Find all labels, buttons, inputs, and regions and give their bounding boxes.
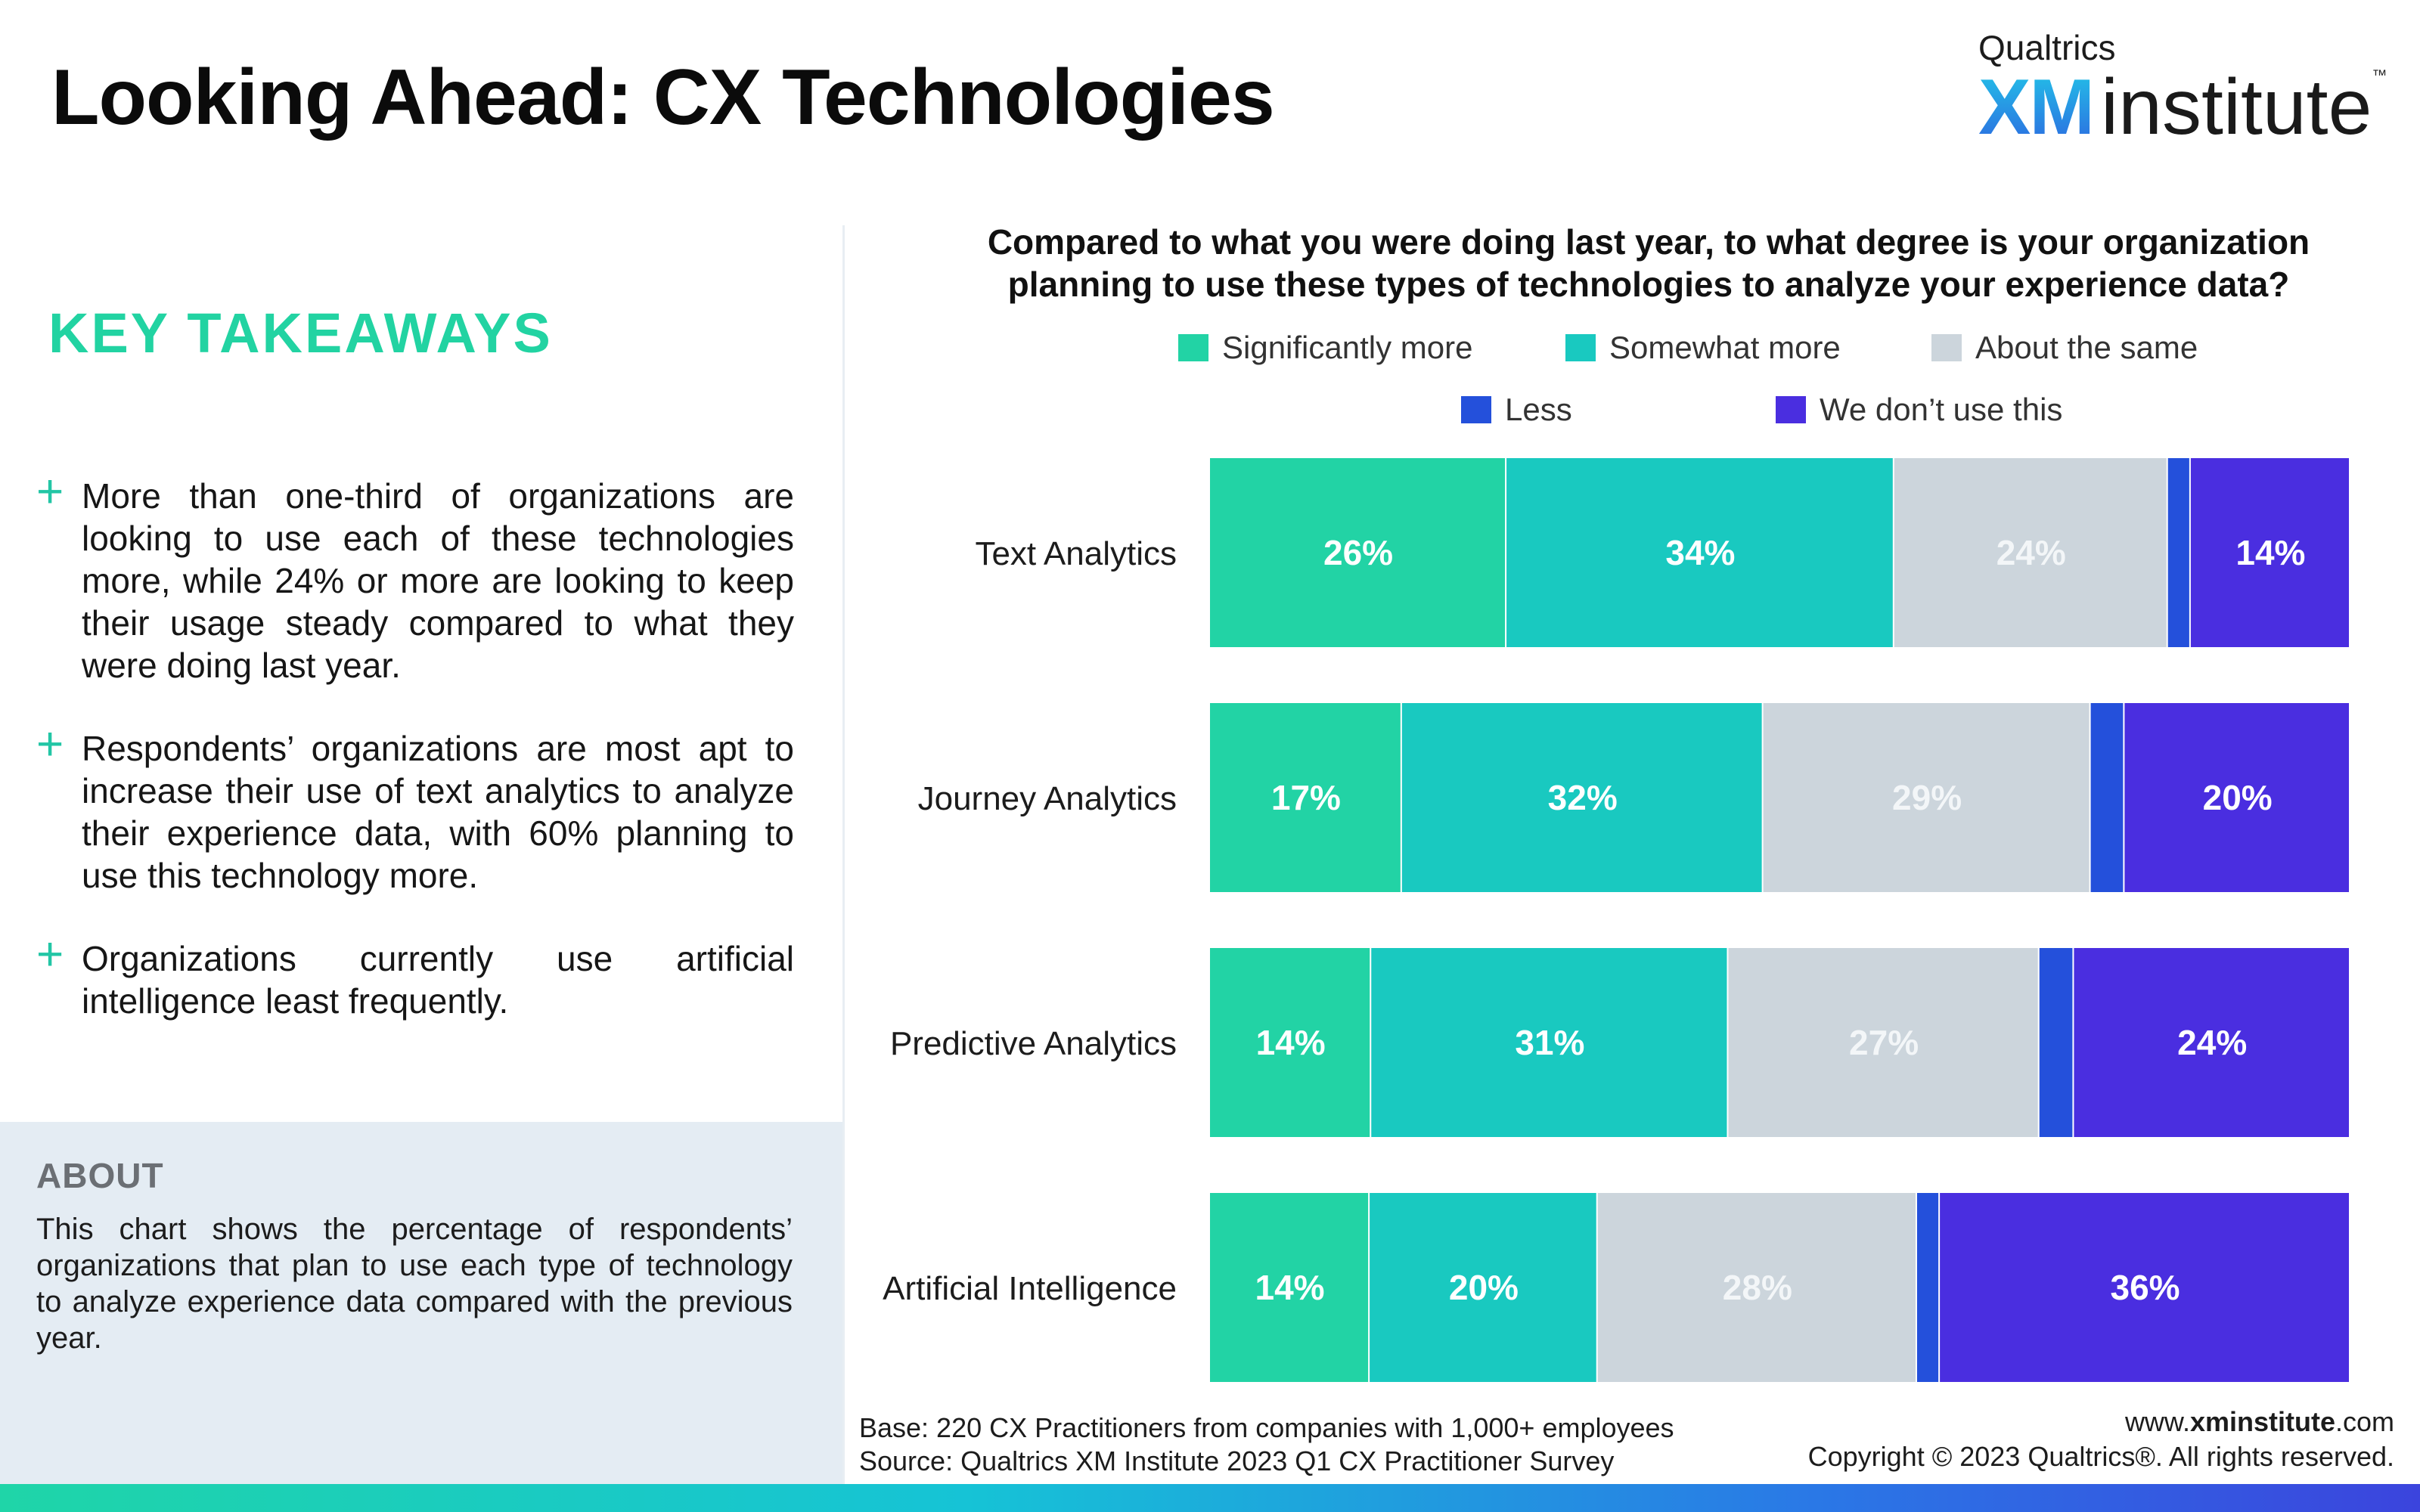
page-title: Looking Ahead: CX Technologies	[51, 54, 1275, 141]
data-label: 17%	[1271, 778, 1341, 817]
bar-segment	[1894, 458, 2167, 647]
legend-item-about-the-same: About the same	[1931, 330, 2198, 366]
chart-question-line-2: planning to use these types of technolog…	[1007, 265, 2290, 304]
bar-segment	[1597, 1193, 1916, 1382]
footer-source-text: Source: Qualtrics XM Institute 2023 Q1 C…	[859, 1445, 1615, 1476]
data-label: 14%	[1256, 1023, 1326, 1062]
legend-swatch	[1776, 396, 1806, 423]
bar-segment	[1506, 458, 1893, 647]
logo-qualtrics-text: Qualtrics	[1978, 28, 2116, 67]
data-label: 20%	[2203, 778, 2273, 817]
legend-item-significantly-more: Significantly more	[1178, 330, 1472, 366]
legend-label: Somewhat more	[1609, 330, 1841, 365]
logo-institute-text: institute	[2101, 64, 2372, 151]
bar-segment	[1370, 1193, 1596, 1382]
bottom-gradient-bar	[0, 1484, 2420, 1512]
bar-segment	[1728, 948, 2038, 1137]
logo-wordmark: XMinstitute™	[1978, 68, 2387, 147]
bar-segment	[2167, 458, 2189, 647]
vertical-divider	[842, 225, 845, 1484]
category-label: Text Analytics	[975, 535, 1177, 572]
bar-segment	[1401, 703, 1762, 892]
key-takeaways-heading: KEY TAKEAWAYS	[48, 302, 553, 364]
takeaway-text: Organizations currently use artificial i…	[82, 939, 794, 1021]
plus-icon: +	[36, 466, 64, 518]
bar-segment	[1371, 948, 1727, 1137]
data-label: 36%	[2111, 1268, 2180, 1307]
logo-trademark: ™	[2372, 67, 2387, 84]
legend-label: We don’t use this	[1820, 392, 2063, 427]
bar-segment	[1916, 1193, 1939, 1382]
data-label: 20%	[1449, 1268, 1519, 1307]
bar-segment	[2039, 948, 2073, 1137]
bar-segment	[1940, 1193, 2349, 1382]
logo-xm-text: XM	[1978, 64, 2095, 151]
data-label: 26%	[1323, 533, 1393, 572]
footer-base-text: Base: 220 CX Practitioners from companie…	[859, 1412, 1674, 1443]
legend-item-dont-use: We don’t use this	[1776, 392, 2062, 428]
takeaway-item: + More than one-third of organizations a…	[36, 469, 794, 686]
bar-segment	[1210, 458, 1506, 647]
xm-institute-logo: Qualtrics XMinstitute™	[1978, 30, 2387, 147]
about-panel: ABOUT This chart shows the percentage of…	[0, 1122, 842, 1484]
legend-label: Less	[1505, 392, 1572, 427]
category-label: Predictive Analytics	[890, 1025, 1177, 1062]
category-label: Journey Analytics	[918, 780, 1177, 817]
data-label: 14%	[1255, 1268, 1325, 1307]
legend-swatch	[1931, 334, 1962, 361]
about-heading: ABOUT	[36, 1156, 164, 1195]
bar-segment	[1763, 703, 2090, 892]
footer-copyright: www.xminstitute.com Copyright © 2023 Qua…	[1808, 1405, 2394, 1474]
plus-icon: +	[36, 718, 64, 770]
bar-segment	[2090, 703, 2124, 892]
data-label: 14%	[2235, 533, 2305, 572]
bar-segment	[1210, 1193, 1369, 1382]
bar-segment	[2190, 458, 2349, 647]
data-label: 34%	[1665, 533, 1735, 572]
chart-question-line-1: Compared to what you were doing last yea…	[987, 222, 2310, 262]
takeaway-text: More than one-third of organizations are…	[82, 476, 794, 685]
data-label: 27%	[1849, 1023, 1919, 1062]
chart-question-title: Compared to what you were doing last yea…	[877, 221, 2420, 305]
footer-url[interactable]: www.xminstitute.com	[1808, 1405, 2394, 1439]
bar-segment	[1210, 948, 1370, 1137]
legend-swatch	[1565, 334, 1596, 361]
legend-swatch	[1178, 334, 1208, 361]
category-label: Artificial Intelligence	[883, 1270, 1177, 1307]
bar-segment	[1210, 703, 1401, 892]
copyright-text: Copyright © 2023 Qualtrics®. All rights …	[1807, 1441, 2394, 1472]
legend-item-somewhat-more: Somewhat more	[1565, 330, 1841, 366]
legend-label: About the same	[1975, 330, 2198, 365]
data-label: 28%	[1723, 1268, 1792, 1307]
legend-item-less: Less	[1461, 392, 1572, 428]
data-label: 29%	[1892, 778, 1962, 817]
data-label: 32%	[1548, 778, 1618, 817]
bar-segment	[2074, 948, 2349, 1137]
about-text: This chart shows the percentage of respo…	[36, 1213, 793, 1355]
data-label: 31%	[1515, 1023, 1584, 1062]
data-label: 24%	[1996, 533, 2066, 572]
url-prefix: www.	[2124, 1406, 2190, 1437]
takeaway-item: + Organizations currently use artificial…	[36, 931, 794, 1022]
url-suffix: .com	[2335, 1406, 2394, 1437]
bar-segment	[2124, 703, 2349, 892]
takeaways-list: + More than one-third of organizations a…	[36, 469, 794, 1063]
legend-label: Significantly more	[1222, 330, 1473, 365]
takeaway-item: + Respondents’ organizations are most ap…	[36, 721, 794, 897]
takeaway-text: Respondents’ organizations are most apt …	[82, 729, 794, 895]
plus-icon: +	[36, 928, 64, 981]
data-label: 24%	[2177, 1023, 2247, 1062]
url-domain: xminstitute	[2189, 1406, 2335, 1437]
legend-swatch	[1461, 396, 1491, 423]
footer-source: Base: 220 CX Practitioners from companie…	[859, 1411, 1674, 1478]
